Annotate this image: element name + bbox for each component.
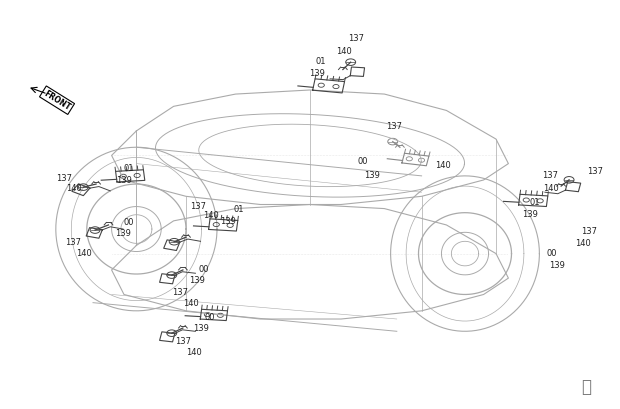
- Text: 137: 137: [386, 122, 402, 131]
- Text: 00: 00: [198, 265, 208, 274]
- Text: 140: 140: [575, 239, 591, 248]
- Text: 140: 140: [76, 249, 92, 258]
- Text: 140: 140: [203, 211, 219, 220]
- Text: 137: 137: [587, 167, 603, 176]
- Text: 139: 139: [364, 171, 380, 180]
- Text: 139: 139: [309, 69, 326, 78]
- Text: 139: 139: [220, 217, 236, 226]
- Text: 01: 01: [124, 164, 134, 173]
- Text: 137: 137: [542, 171, 559, 180]
- Text: 137: 137: [348, 34, 365, 43]
- Text: 137: 137: [581, 227, 597, 236]
- Text: Ⓦ: Ⓦ: [581, 378, 591, 396]
- Text: 139: 139: [193, 324, 210, 333]
- Text: 137: 137: [56, 174, 72, 183]
- Text: 139: 139: [189, 276, 205, 285]
- Text: 139: 139: [522, 210, 538, 219]
- Text: 137: 137: [190, 202, 206, 211]
- Text: 01: 01: [234, 205, 244, 214]
- Text: 139: 139: [116, 176, 132, 185]
- Text: 140: 140: [183, 299, 199, 308]
- Text: 139: 139: [549, 261, 565, 270]
- Text: FRONT: FRONT: [42, 89, 72, 112]
- Text: 140: 140: [336, 47, 352, 56]
- Text: 137: 137: [172, 288, 188, 297]
- Text: 00: 00: [205, 313, 215, 322]
- Text: 00: 00: [123, 218, 133, 227]
- Text: 140: 140: [186, 348, 202, 357]
- Text: 140: 140: [435, 161, 451, 170]
- Text: 139: 139: [115, 229, 131, 238]
- Text: 137: 137: [175, 337, 192, 346]
- Text: 140: 140: [66, 184, 82, 193]
- Text: 137: 137: [65, 238, 81, 247]
- Text: 01: 01: [530, 198, 540, 207]
- Text: 140: 140: [542, 184, 559, 193]
- Text: 00: 00: [358, 157, 368, 166]
- Text: 00: 00: [547, 249, 557, 258]
- Text: 01: 01: [316, 57, 326, 66]
